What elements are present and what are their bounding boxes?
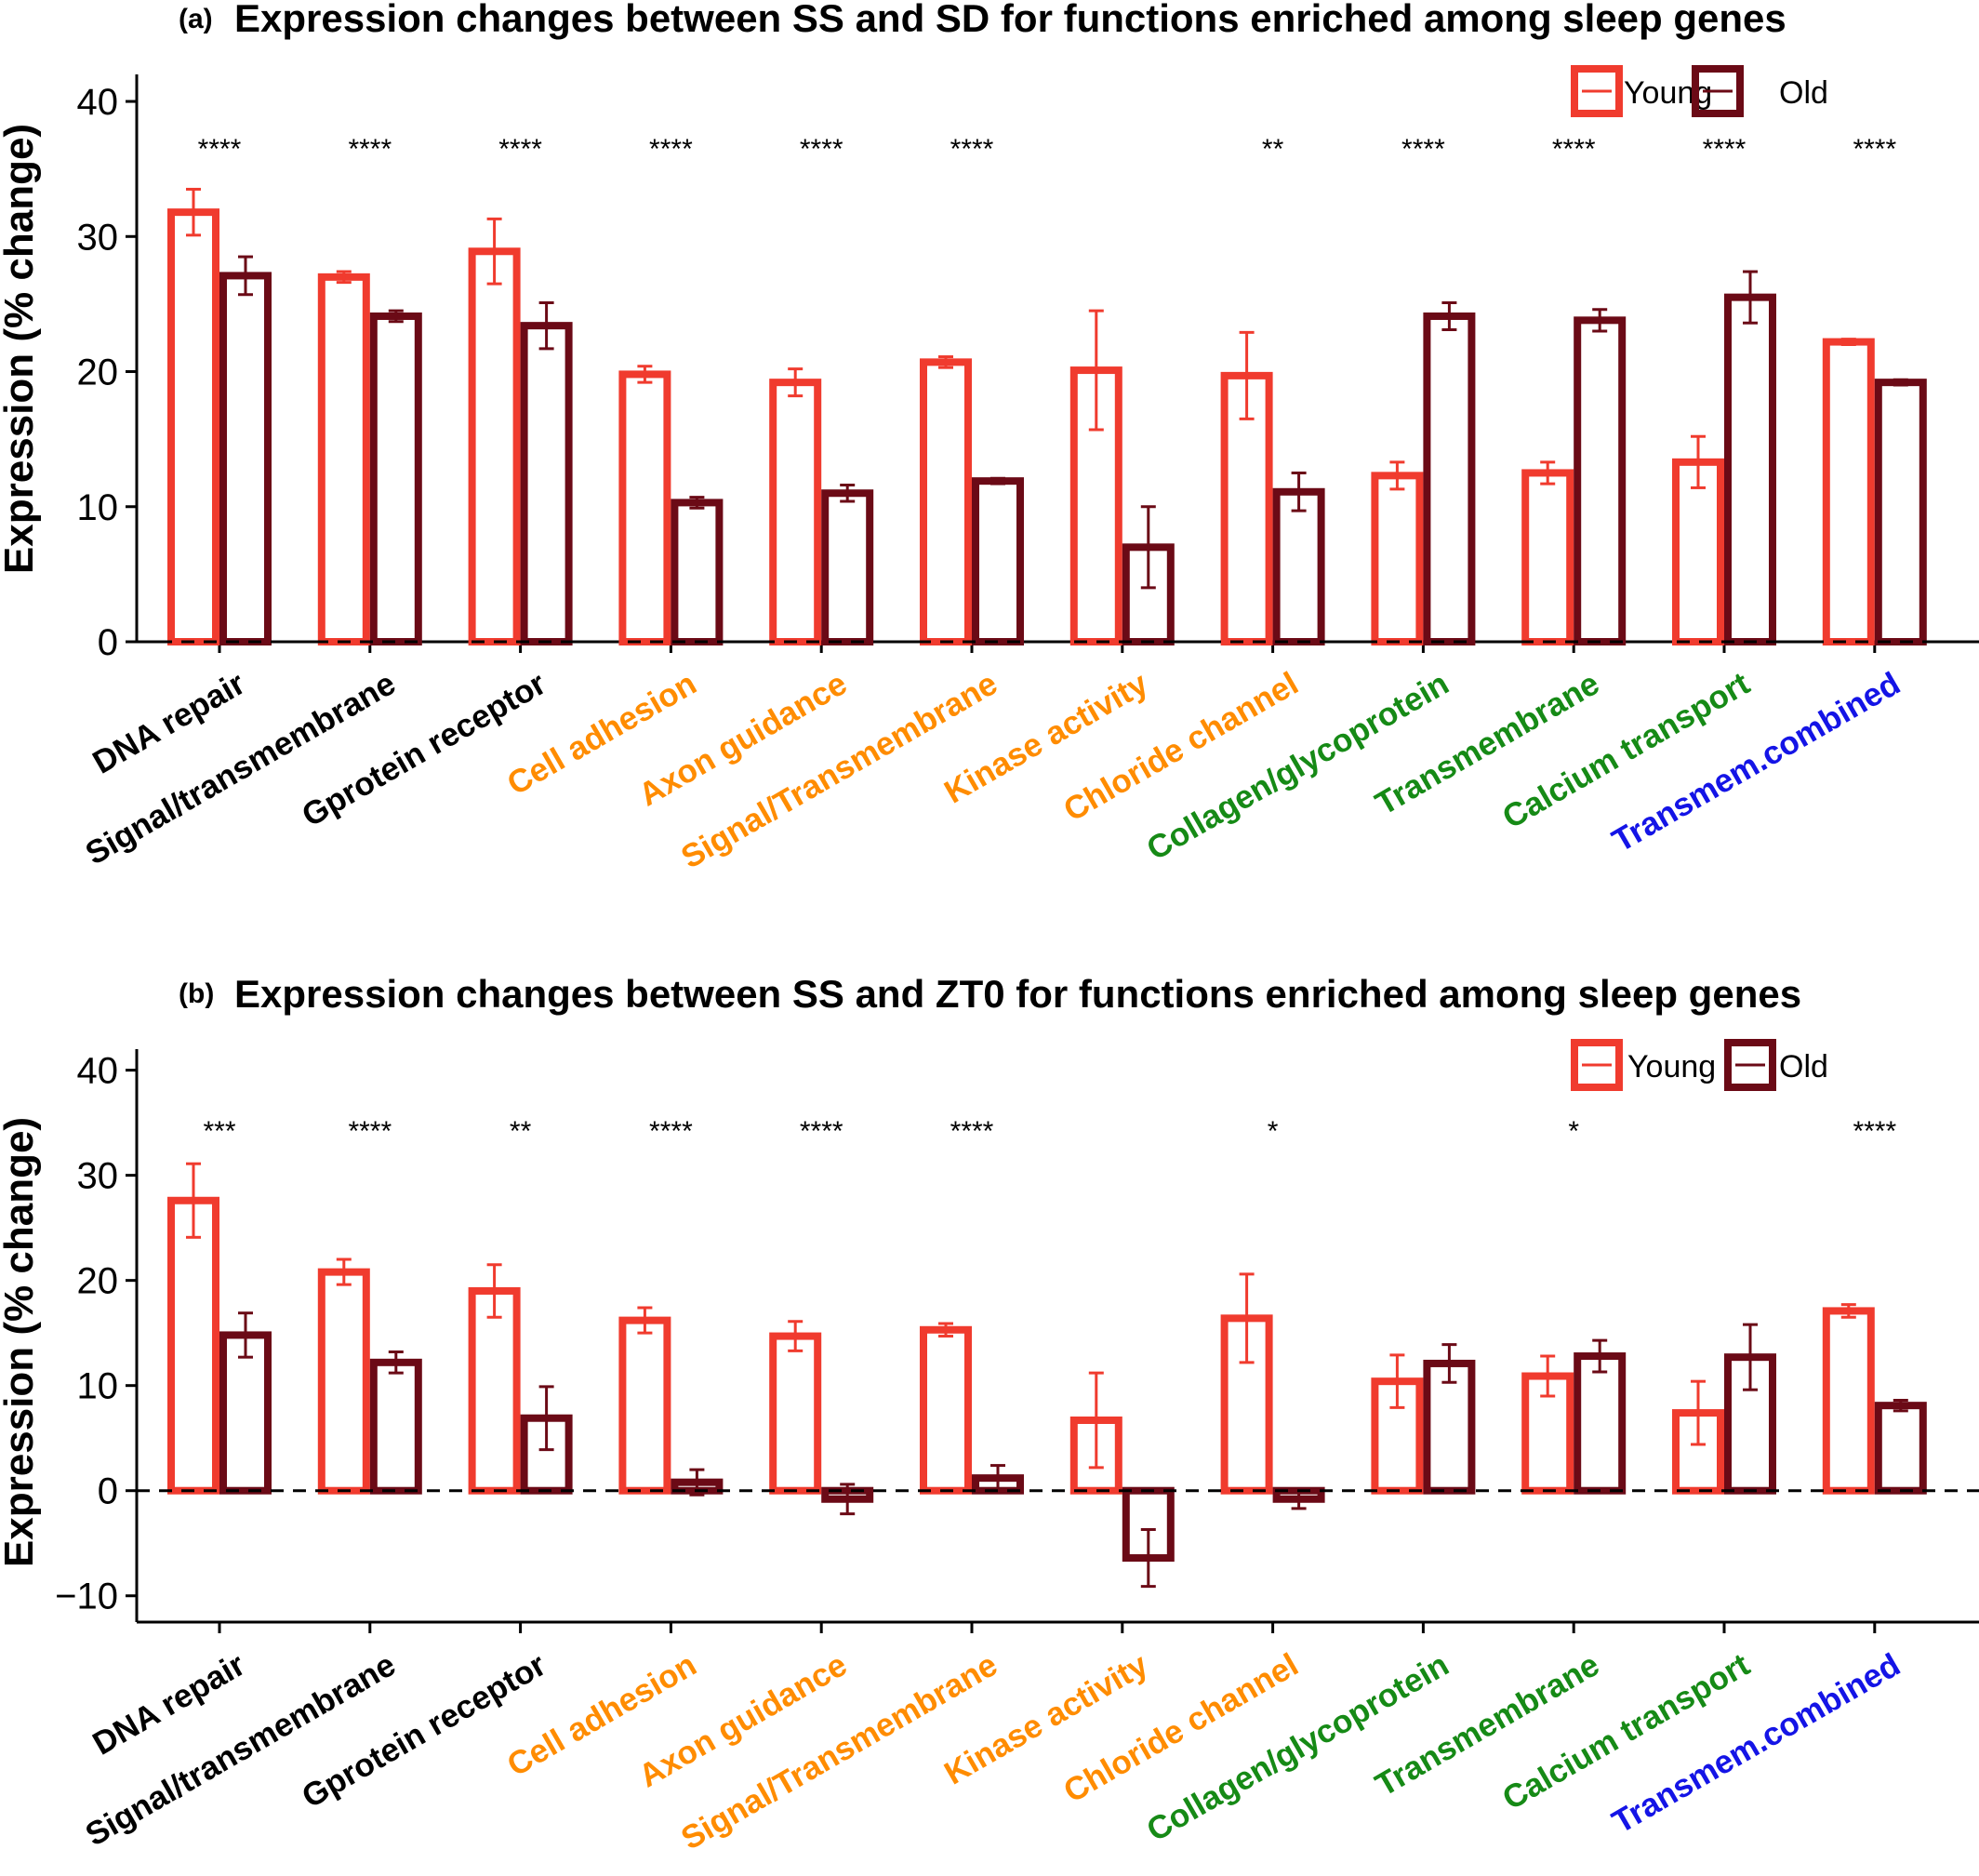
- significance-label: ****: [498, 134, 542, 165]
- y-tick-label: 40: [77, 1051, 119, 1092]
- panel-a-letter: (a): [179, 4, 213, 34]
- bar-old: [821, 489, 874, 645]
- significance-label: ****: [649, 1116, 693, 1147]
- y-tick-label: −10: [55, 1577, 118, 1617]
- y-tick-label: 30: [77, 217, 119, 258]
- y-tick-label: 20: [77, 353, 119, 393]
- y-tick-label: 0: [98, 622, 118, 663]
- significance-label: ****: [950, 1116, 994, 1147]
- bar-young: [1672, 458, 1724, 646]
- significance-label: ****: [1853, 134, 1896, 165]
- panel-b-letter: (b): [179, 978, 214, 1009]
- bar-young: [1822, 1307, 1875, 1495]
- bar-young: [618, 370, 671, 645]
- bar-old: [671, 499, 724, 646]
- y-tick-label: 30: [77, 1156, 119, 1197]
- panel-a-y-axis-title: Expression (% change): [0, 124, 42, 574]
- y-tick-label: 20: [77, 1261, 119, 1302]
- y-tick-label: 40: [77, 82, 119, 123]
- legend-label-old: Old: [1779, 1049, 1828, 1084]
- significance-label: ***: [203, 1116, 235, 1147]
- bar-old: [1874, 379, 1927, 645]
- bar-old: [219, 272, 272, 645]
- bar-old: [369, 1358, 422, 1495]
- bar-old: [1724, 293, 1776, 645]
- bar-young: [1371, 472, 1424, 645]
- y-tick-label: 10: [77, 1366, 119, 1407]
- bar-young: [468, 1286, 521, 1495]
- significance-label: **: [1262, 134, 1284, 165]
- bar-young: [317, 273, 370, 645]
- significance-label: *: [1268, 1116, 1279, 1147]
- legend-key-young: [1571, 65, 1623, 117]
- bar-young: [769, 1332, 822, 1495]
- significance-label: *: [1568, 1116, 1579, 1147]
- panel-a-title: Expression changes between SS and SD for…: [234, 0, 1786, 40]
- bar-young: [1822, 338, 1875, 645]
- bar-young: [167, 1196, 219, 1495]
- significance-label: ****: [1552, 134, 1596, 165]
- bar-old: [1423, 312, 1476, 645]
- bar-young: [468, 247, 521, 645]
- significance-label: ****: [649, 134, 693, 165]
- bar-old: [1574, 316, 1627, 645]
- significance-label: ****: [800, 134, 843, 165]
- significance-label: ****: [1853, 1116, 1896, 1147]
- legend-label-old: Old: [1779, 75, 1828, 111]
- bar-old: [1272, 487, 1325, 645]
- panel-b-legend: Young Old: [1571, 1039, 1828, 1091]
- panel-b-title: Expression changes between SS and ZT0 fo…: [234, 972, 1801, 1016]
- bar-young: [920, 1325, 972, 1495]
- bar-old: [520, 322, 573, 645]
- bar-old: [1874, 1402, 1927, 1495]
- legend-key-old: [1724, 1039, 1776, 1091]
- bar-young: [618, 1316, 671, 1495]
- y-tick-label: 0: [98, 1471, 118, 1512]
- bar-young: [920, 358, 972, 645]
- panel-a-legend: Young Old: [1571, 65, 1828, 117]
- bar-old: [1574, 1352, 1627, 1495]
- significance-label: ****: [348, 1116, 392, 1147]
- legend-key-young: [1571, 1039, 1623, 1091]
- bar-young: [1521, 469, 1574, 646]
- significance-label: ****: [800, 1116, 843, 1147]
- bar-young: [769, 379, 822, 645]
- bar-old: [369, 312, 422, 645]
- significance-label: ****: [348, 134, 392, 165]
- significance-label: ****: [198, 134, 242, 165]
- bar-young: [167, 208, 219, 645]
- bar-young: [317, 1268, 370, 1495]
- legend-key-old: [1692, 65, 1744, 117]
- significance-label: ****: [1703, 134, 1747, 165]
- significance-label: ****: [1401, 134, 1445, 165]
- y-tick-label: 10: [77, 487, 119, 528]
- significance-label: **: [510, 1116, 532, 1147]
- legend-label-young: Young: [1627, 1049, 1716, 1084]
- bar-old: [972, 477, 1024, 646]
- panel-b-y-axis-title: Expression (% change): [0, 1117, 42, 1567]
- significance-label: ****: [950, 134, 994, 165]
